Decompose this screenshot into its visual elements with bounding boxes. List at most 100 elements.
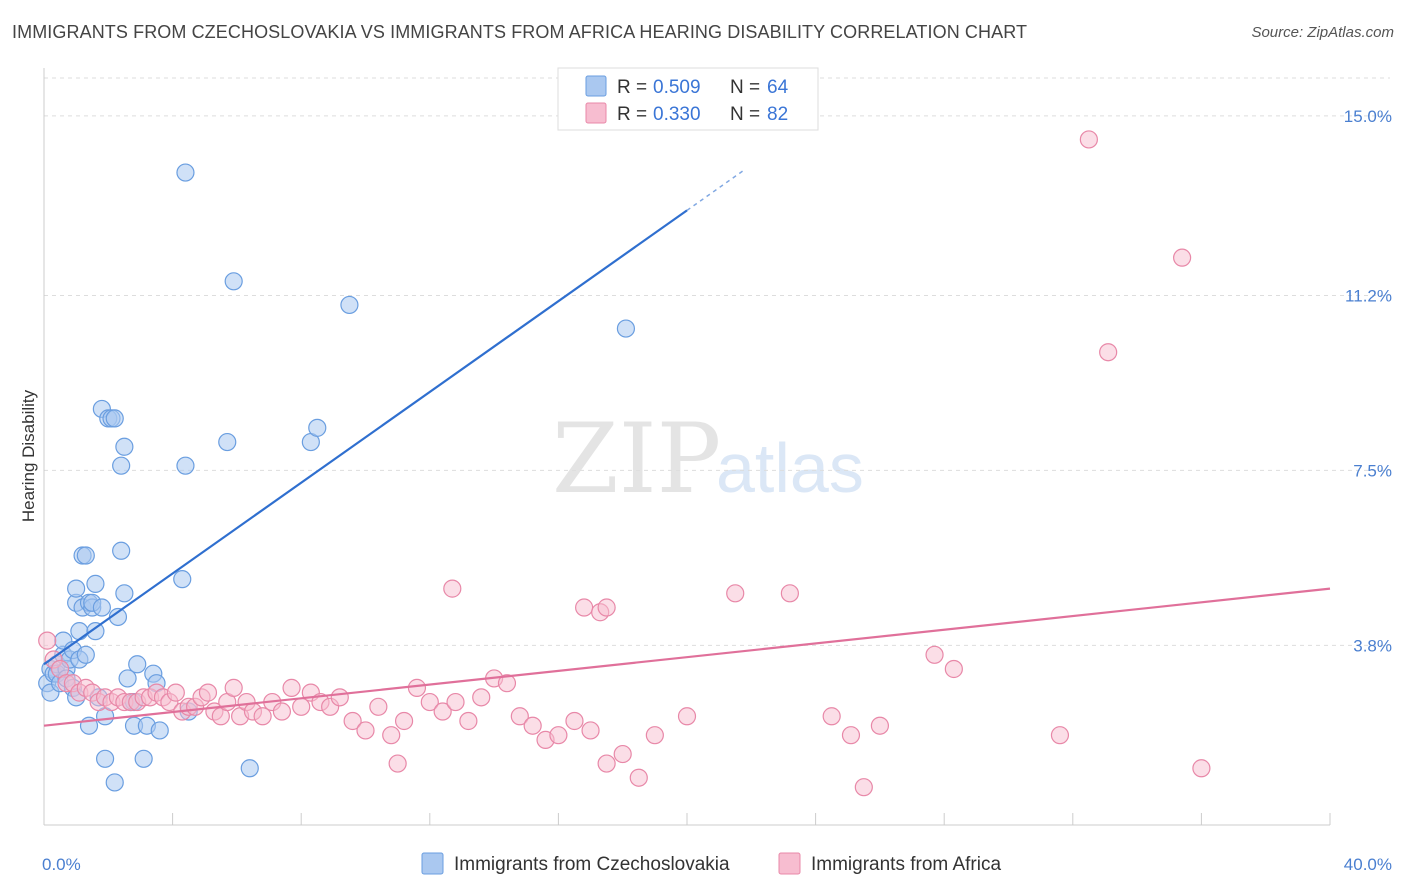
data-point-africa [388,754,407,773]
source-label: Source: ZipAtlas.com [1251,24,1394,41]
data-point-africa [613,744,632,764]
data-point-czechoslovakia [86,622,105,641]
chart-title: IMMIGRANTS FROM CZECHOSLOVAKIA VS IMMIGR… [12,22,1028,42]
data-point-czechoslovakia [176,456,195,475]
data-point-africa [433,702,452,721]
y-tick-label: 15.0% [1344,107,1392,126]
data-point-africa [523,716,542,735]
legend-n-value-blue: 64 [767,77,789,98]
data-point-africa [38,631,57,650]
data-point-africa [565,711,584,731]
trend-line-czechoslovakia [43,209,688,666]
legend-r-label-pink: R = [617,104,647,125]
y-tick-label: 11.2% [1345,286,1392,305]
data-point-africa [581,721,600,740]
data-point-africa [780,584,799,603]
data-point-africa [497,674,517,693]
data-point-africa [343,711,362,731]
data-point-africa [726,584,745,603]
data-point-czechoslovakia [95,749,115,768]
data-point-africa [822,707,841,726]
data-point-czechoslovakia [308,418,327,437]
data-point-africa [198,683,218,702]
data-point-czechoslovakia [218,432,237,452]
legend-n-value-pink: 82 [767,104,788,125]
data-point-africa [1192,759,1211,778]
data-point-africa [1173,248,1192,267]
bottom-legend-label-pink: Immigrants from Africa [811,854,1001,875]
legend-swatch-pink [585,102,607,124]
data-point-czechoslovakia [76,645,95,664]
data-point-africa [407,678,427,697]
legend-r-value-pink: 0.330 [653,104,701,125]
data-point-africa [224,678,243,697]
legend-swatch-blue [585,75,607,97]
legend-r-label-blue: R = [617,77,647,98]
legend-n-label-pink: N = [730,104,760,125]
tick-labels: 3.8% 7.5% 11.2% 15.0% 0.0% 40.0% [42,107,1392,874]
bottom-legend: Immigrants from Czechoslovakia Immigrant… [421,852,1001,875]
watermark-zip: ZIP [552,403,721,515]
data-point-czechoslovakia [115,584,134,603]
data-point-czechoslovakia [92,598,111,617]
data-point-africa [629,768,648,787]
data-point-africa [382,726,401,745]
data-point-czechoslovakia [115,437,134,456]
legend-r-value-blue: 0.509 [653,77,701,98]
data-point-czechoslovakia [105,773,124,792]
data-point-czechoslovakia [134,749,153,768]
data-point-czechoslovakia [67,579,86,598]
data-point-czechoslovakia [105,409,124,428]
trend-line-africa [43,587,1331,727]
data-point-czechoslovakia [176,163,195,182]
x-tick-label: 40.0% [1344,855,1392,874]
data-point-africa [394,711,414,731]
data-point-czechoslovakia [150,721,169,740]
data-point-africa [420,692,439,712]
data-point-africa [272,702,292,721]
data-point-africa [443,579,462,598]
y-tick-label: 7.5% [1353,461,1392,480]
data-point-africa [446,692,465,712]
data-point-czechoslovakia [112,541,131,560]
bottom-legend-swatch-blue [421,852,444,875]
trend-lines [43,168,1331,727]
data-point-africa [645,726,664,745]
data-point-africa [356,721,375,740]
data-point-africa [870,716,890,735]
data-point-africa [510,707,529,726]
legend-n-label-blue: N = [730,77,760,98]
data-point-africa [369,697,388,716]
watermark-atlas: atlas [716,429,864,507]
x-tick-label: 0.0% [42,855,81,874]
data-point-africa [253,707,272,726]
top-legend: R = 0.509 N = 64 R = 0.330 N = 82 [557,67,819,131]
data-point-czechoslovakia [118,669,137,688]
data-point-africa [472,688,491,707]
bottom-legend-label-blue: Immigrants from Czechoslovakia [454,854,730,875]
grid-lines [44,77,1390,646]
data-point-africa [841,726,861,745]
data-point-czechoslovakia [340,295,359,315]
data-point-africa [166,683,185,702]
data-point-czechoslovakia [70,622,89,641]
data-point-africa [1099,343,1118,362]
data-point-africa [597,754,616,773]
data-point-africa [597,598,616,617]
data-point-czechoslovakia [240,759,259,778]
trend-line-czechoslovakia-extension [686,168,746,211]
data-point-czechoslovakia [224,272,243,291]
data-point-africa [925,645,944,664]
data-point-africa [459,711,478,731]
series-africa-points [38,130,1211,797]
data-point-africa [1050,726,1070,745]
data-point-czechoslovakia [616,319,636,338]
data-point-africa [1079,130,1098,149]
data-point-africa [330,688,349,707]
data-point-africa [282,678,301,697]
data-point-africa [677,707,697,726]
data-point-czechoslovakia [173,570,192,589]
y-axis-label: Hearing Disability [19,389,38,522]
data-point-czechoslovakia [86,574,105,593]
